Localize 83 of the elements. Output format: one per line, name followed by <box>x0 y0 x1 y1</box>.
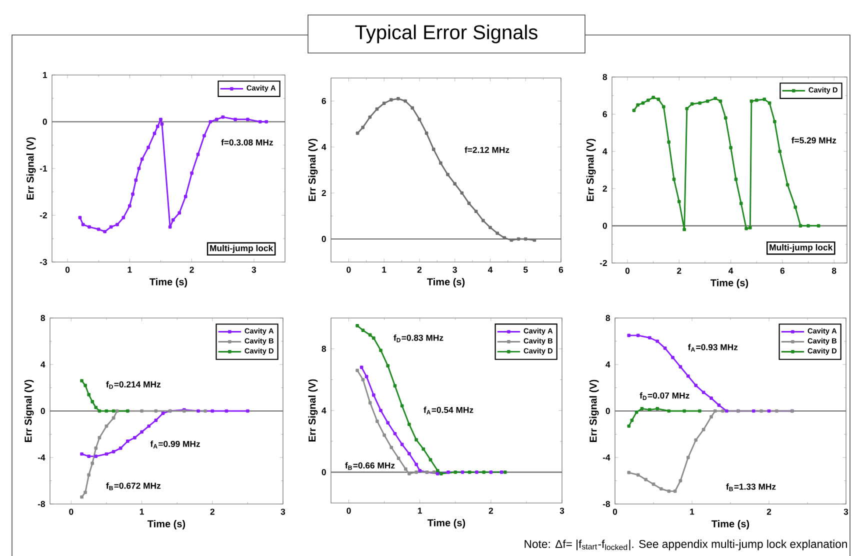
y-tick-label: 6 <box>322 98 326 104</box>
y-tick-label: -2 <box>600 260 607 266</box>
y-tick-label: 6 <box>602 110 607 118</box>
x-tick-label: 0 <box>625 268 630 274</box>
y-tick-label: 4 <box>322 407 326 414</box>
x-tick-label: 1 <box>140 508 144 514</box>
y-axis-title: Err Signal (V) <box>24 380 34 442</box>
annotation: f$_{D}$=0.214 MHz <box>106 380 161 389</box>
annotation: f$_{B}$=0.66 MHz <box>345 462 395 470</box>
x-tick-label: 4 <box>728 268 734 274</box>
y-tick-label: 4 <box>322 144 326 150</box>
x-tick-label: 1 <box>418 508 422 514</box>
y-tick-label: -8 <box>38 500 46 507</box>
y-tick-label: 4 <box>602 148 608 154</box>
y-tick-label: -4 <box>602 454 610 460</box>
y-tick-label: -8 <box>602 500 610 507</box>
annotation: f$_{A}$=0.99 MHz <box>150 440 200 448</box>
y-tick-label: 2 <box>322 190 326 196</box>
y-tick-label: 4 <box>606 361 610 368</box>
x-tick-label: 2 <box>488 508 493 514</box>
y-tick-label: 4 <box>40 361 46 368</box>
y-tick-label: 0 <box>602 222 607 229</box>
x-axis-title: Time (s) <box>427 278 465 288</box>
y-tick-label: 1 <box>43 72 48 78</box>
annotation: f$_{B}$=1.33 MHz <box>726 483 776 491</box>
x-tick-label: 2 <box>677 268 682 274</box>
y-tick-label: 0 <box>322 236 326 242</box>
annotation: f$_{A}$=0.54 MHz <box>424 406 474 414</box>
annotation: Multi-jump lock <box>210 244 274 253</box>
y-tick-label: 0 <box>42 118 47 125</box>
x-tick-label: 2 <box>190 266 194 273</box>
y-tick-label: 0 <box>606 408 610 414</box>
x-tick-label: 2 <box>210 508 214 515</box>
y-tick-label: 0 <box>322 468 326 476</box>
x-tick-label: 2 <box>766 508 772 515</box>
x-axis-title: Time (s) <box>148 520 186 530</box>
y-axis-title: Err Signal (V) <box>586 138 596 201</box>
x-tick-label: 3 <box>252 266 256 273</box>
x-tick-label: 1 <box>128 266 132 272</box>
x-tick-label: 8 <box>832 268 836 274</box>
annotation: f$_{B}$=0.672 MHz <box>106 482 161 490</box>
y-tick-label: 8 <box>322 346 326 352</box>
x-tick-label: 2 <box>417 266 422 273</box>
y-tick-label: 8 <box>602 74 608 80</box>
x-tick-label: 0 <box>346 508 351 514</box>
y-tick-label: -4 <box>38 454 46 460</box>
x-tick-label: 1 <box>382 266 386 272</box>
annotation: Multi-jump lock <box>770 244 833 252</box>
x-axis-title: Time (s) <box>710 278 748 288</box>
annotation: f$_{D}$=0.83 MHz <box>394 334 444 342</box>
annotation: f=5.29 MHz <box>792 136 836 144</box>
y-tick-label: 8 <box>40 314 46 321</box>
y-tick-label: -3 <box>40 258 47 265</box>
x-tick-label: 0 <box>346 266 351 273</box>
x-tick-label: 4 <box>488 266 493 272</box>
x-tick-label: 3 <box>280 508 286 515</box>
x-tick-label: 6 <box>780 268 785 274</box>
text: Note: Δf= |f$_{start}$-f$_{locked}$|. See appendix multi-jump lock explanation <box>524 539 847 550</box>
x-tick-label: 0 <box>612 508 618 515</box>
y-tick-label: -2 <box>40 212 47 218</box>
x-tick-label: 3 <box>844 508 848 515</box>
x-tick-label: 3 <box>560 508 564 514</box>
x-axis-title: Time (s) <box>150 278 188 288</box>
x-axis-title: Time (s) <box>428 518 466 528</box>
x-tick-label: 0 <box>65 266 70 273</box>
y-axis-title: Err Signal (V) <box>26 137 36 200</box>
x-tick-label: 6 <box>558 266 564 273</box>
y-axis-title: Err Signal (V) <box>589 380 599 442</box>
y-tick-label: 2 <box>602 185 607 192</box>
annotation: f=0.3.08 MHz <box>221 138 273 146</box>
y-tick-label: 8 <box>606 314 610 321</box>
x-tick-label: 1 <box>690 508 694 514</box>
annotation: f$_{D}$=0.07 MHz <box>640 392 690 400</box>
y-axis-title: Err Signal (V) <box>308 138 318 201</box>
x-axis-title: Time (s) <box>712 520 750 530</box>
x-tick-label: 3 <box>452 266 457 273</box>
x-tick-label: 5 <box>523 266 528 273</box>
annotation: f$_{A}$=0.93 MHz <box>688 344 738 352</box>
x-tick-label: 0 <box>69 508 74 515</box>
y-axis-title: Err Signal (V) <box>308 379 318 442</box>
y-tick-label: -1 <box>40 165 48 172</box>
annotation: f=2.12 MHz <box>464 146 510 153</box>
y-tick-label: 0 <box>40 408 45 414</box>
